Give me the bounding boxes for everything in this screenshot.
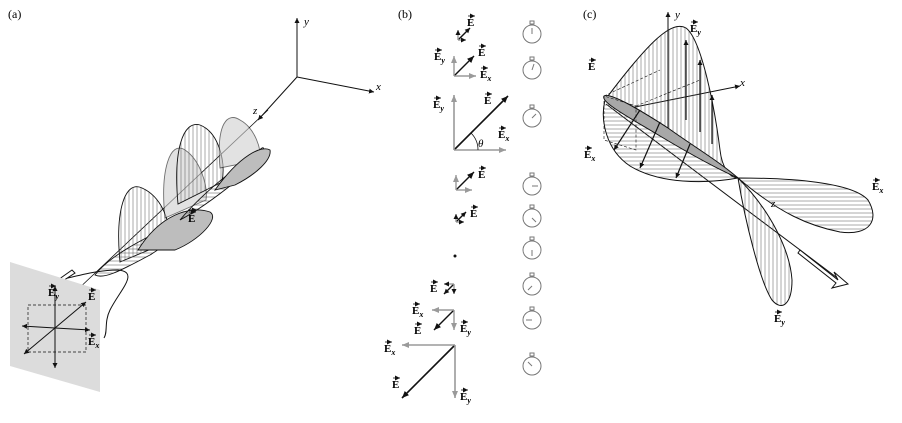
ex-label-b9: Ex — [384, 343, 395, 357]
vector-diagram-b2 — [451, 55, 476, 79]
vector-diagram-b5 — [453, 211, 467, 225]
ey-label-b2: Ey — [434, 51, 445, 65]
stopwatch-column — [522, 20, 542, 376]
e-label-b4: E — [478, 169, 485, 181]
e-label-plane-a: E — [88, 291, 95, 303]
panel-b: (b) E Ey E Ex Ey E Ex θ — [384, 7, 542, 405]
e-label-b8: E — [414, 325, 421, 337]
horizontal-wave-a — [94, 147, 271, 277]
vector-diagram-b7 — [443, 281, 457, 295]
e-label-b5: E — [470, 208, 477, 220]
ex-lobe-right — [736, 177, 874, 234]
e-label-c: E — [588, 61, 595, 73]
zero-vector-dot — [453, 254, 457, 258]
ex-label-b3: Ex — [498, 129, 509, 143]
axis-label-x-a: x — [375, 81, 381, 93]
ey-lobe-lower — [737, 176, 793, 306]
vector-diagram-b4 — [453, 171, 475, 193]
vector-diagram-b3 — [451, 95, 509, 153]
ey-label-b8: Ey — [460, 323, 471, 337]
axes-a — [257, 18, 375, 121]
stopwatch-icon — [522, 352, 542, 376]
panel-label-a: (a) — [8, 7, 21, 21]
axis-label-x-c: x — [739, 77, 745, 89]
e-label-b2: E — [478, 47, 485, 59]
panel-a: (a) y x z E — [8, 7, 381, 392]
ex-label-c-left: Ex — [584, 149, 595, 163]
plane-vectors — [21, 286, 91, 368]
e-label-b3: E — [484, 95, 491, 107]
ex-label-a: Ex — [88, 336, 99, 350]
vector-diagram-b8 — [432, 307, 457, 331]
ex-label-b2: Ex — [480, 69, 491, 83]
direction-arrow-c — [797, 249, 850, 289]
e-resultant-lobe — [603, 94, 739, 179]
e-label-b7: E — [430, 283, 437, 295]
stopwatch-icon — [522, 104, 542, 128]
stopwatch-icon — [522, 236, 542, 260]
ex-label-c-right: Ex — [872, 181, 883, 195]
ey-label-b3: Ey — [433, 99, 444, 113]
ey-label-c-upper: Ey — [690, 23, 701, 37]
stopwatch-icon — [522, 272, 542, 296]
panel-c: (c) y x z — [583, 7, 883, 327]
ex-label-b8: Ex — [412, 305, 423, 319]
e-label-b1: E — [467, 17, 474, 29]
axis-label-y-c: y — [674, 9, 680, 21]
theta-label: θ — [478, 138, 484, 150]
e-label-b9: E — [392, 379, 399, 391]
ey-label-a: Ey — [48, 287, 59, 301]
vector-diagram-b9 — [401, 342, 458, 399]
ray-path-a — [39, 269, 129, 339]
stopwatch-icon — [522, 56, 542, 80]
axis-label-y-a: y — [303, 16, 309, 28]
vector-diagram-b1 — [455, 27, 471, 43]
stopwatch-icon — [522, 306, 542, 330]
stopwatch-icon — [522, 204, 542, 228]
panel-label-b: (b) — [398, 7, 412, 21]
field-arrows-c — [613, 40, 715, 179]
e-vector-label-a: E — [188, 213, 195, 225]
projection-box — [603, 69, 701, 151]
ey-label-b9: Ey — [460, 391, 471, 405]
stopwatch-icon — [522, 172, 542, 196]
ey-label-c-lower: Ey — [774, 313, 785, 327]
stopwatch-icon — [522, 20, 542, 44]
panel-label-c: (c) — [583, 7, 596, 21]
axis-label-z-a: z — [252, 105, 258, 117]
